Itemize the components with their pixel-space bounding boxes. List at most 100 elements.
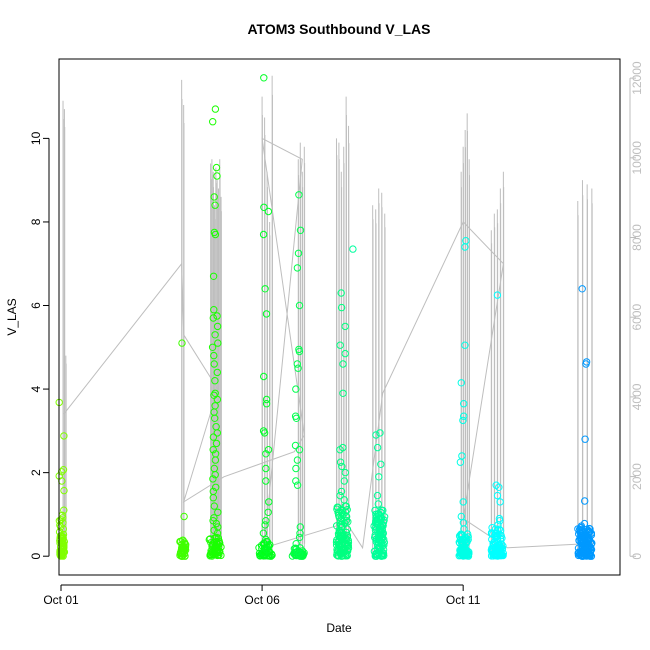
data-point	[341, 468, 349, 477]
data-point	[260, 74, 268, 82]
data-point	[292, 477, 300, 485]
data-point	[375, 473, 383, 481]
data-point	[292, 385, 300, 393]
data-point	[377, 460, 385, 468]
data-point	[377, 506, 386, 514]
y2-tick-label: 4000	[630, 383, 644, 410]
data-point	[457, 548, 465, 556]
data-point	[343, 550, 351, 559]
data-point	[214, 339, 222, 347]
data-point	[494, 521, 502, 529]
data-point	[581, 497, 589, 505]
data-point	[212, 163, 221, 172]
y2-tick-label: 8000	[630, 224, 644, 251]
data-point	[176, 549, 185, 557]
data-point	[212, 483, 220, 491]
data-point	[587, 529, 595, 537]
data-point	[375, 535, 384, 544]
data-point	[206, 550, 215, 558]
data-point	[262, 395, 271, 404]
data-point	[377, 540, 385, 548]
data-point	[496, 517, 504, 525]
data-point	[210, 306, 218, 314]
data-point	[211, 471, 219, 479]
data-point	[336, 491, 344, 500]
data-point	[211, 331, 219, 339]
data-point	[577, 529, 585, 537]
data-point	[337, 550, 345, 558]
data-point	[457, 379, 465, 387]
y-tick-label: 4	[29, 385, 43, 392]
data-point	[210, 360, 218, 368]
point-layer	[55, 74, 596, 560]
data-point	[579, 550, 587, 558]
x-axis-label: Date	[326, 621, 352, 635]
data-point	[209, 475, 217, 483]
data-point	[499, 542, 507, 550]
data-point	[578, 545, 587, 553]
data-point	[291, 551, 300, 559]
data-point	[376, 429, 384, 437]
data-point	[180, 512, 188, 521]
data-point	[260, 372, 268, 381]
data-point	[261, 521, 269, 529]
data-point	[60, 548, 69, 556]
data-point	[464, 530, 472, 538]
data-point	[578, 526, 586, 534]
y-tick-label: 8	[29, 218, 43, 225]
data-point	[581, 435, 589, 443]
axes: 0 2 4 6 8 10 Oct 01 Oct 06 Oct 11 0 2000 4000 6000 80…	[29, 61, 644, 607]
line-layer	[62, 75, 593, 557]
data-point	[209, 494, 218, 502]
data-point	[210, 351, 218, 360]
data-point	[339, 360, 347, 368]
data-point	[296, 226, 305, 235]
data-point	[338, 540, 347, 548]
data-point	[377, 523, 385, 531]
data-point	[212, 439, 221, 448]
y2-tick-label: 0	[630, 553, 644, 560]
data-point	[340, 535, 348, 544]
data-point	[292, 464, 300, 473]
data-point	[339, 389, 347, 397]
data-point	[295, 191, 303, 199]
data-point	[213, 172, 221, 180]
data-point	[457, 512, 465, 521]
data-point	[209, 272, 218, 280]
data-point	[340, 519, 349, 527]
data-point	[209, 550, 218, 559]
data-point	[264, 207, 273, 216]
y2-tick-label: 6000	[630, 304, 644, 331]
data-point	[293, 264, 302, 272]
data-point	[215, 537, 223, 545]
data-point	[577, 522, 586, 530]
data-point	[336, 446, 344, 454]
data-point	[262, 450, 270, 458]
data-point	[211, 377, 219, 385]
data-point	[264, 446, 273, 454]
data-point	[213, 429, 222, 437]
data-point	[586, 525, 594, 533]
data-point	[292, 540, 300, 548]
data-point	[459, 416, 467, 425]
data-point	[341, 322, 349, 331]
data-point	[456, 458, 465, 466]
data-point	[293, 481, 302, 489]
data-point	[578, 536, 586, 544]
data-point	[211, 456, 220, 464]
data-point	[292, 414, 301, 422]
data-point	[496, 498, 504, 506]
data-point	[376, 531, 385, 539]
data-point	[342, 516, 351, 525]
data-point	[336, 341, 344, 349]
data-point	[211, 389, 219, 397]
chart-title: ATOM3 Southbound V_LAS	[247, 21, 430, 37]
data-point	[338, 506, 347, 514]
data-point	[212, 537, 221, 546]
data-point	[372, 536, 380, 544]
data-point	[458, 531, 467, 539]
data-point	[493, 491, 502, 500]
data-point	[262, 517, 270, 525]
data-point	[260, 203, 268, 212]
